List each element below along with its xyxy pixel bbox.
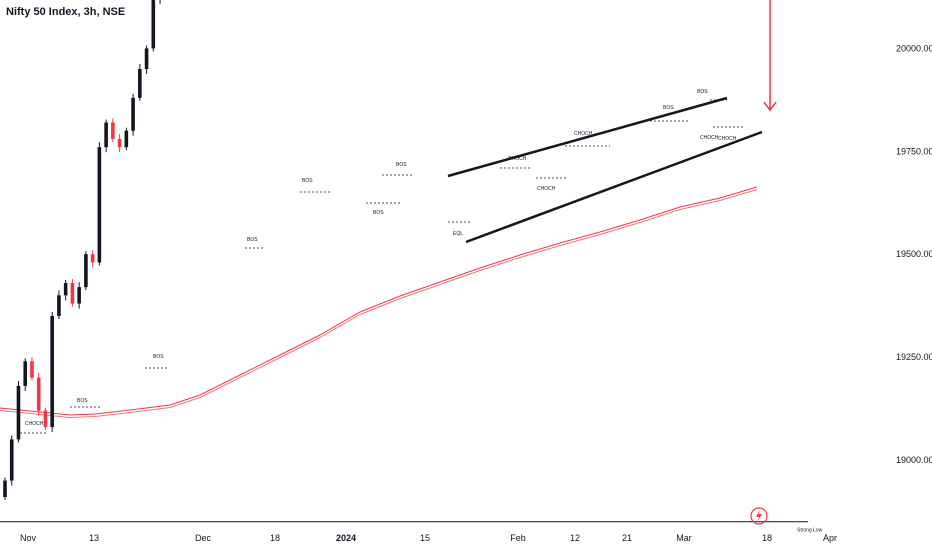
annotation-label: BOS xyxy=(302,178,313,184)
y-axis: 19000.00 19250.00 19500.00 19750.00 20000.00 xyxy=(896,43,932,465)
candle-body xyxy=(43,410,48,428)
x-tick-label: 12 xyxy=(570,533,580,543)
annotation-label: CHOCH xyxy=(508,156,527,162)
candle-body xyxy=(3,480,7,498)
x-tick-label: 15 xyxy=(420,533,430,543)
arrows-layer xyxy=(763,0,777,112)
candle-body xyxy=(36,377,41,411)
candle-body xyxy=(104,122,108,148)
candle-body xyxy=(16,385,21,440)
x-tick-label: Nov xyxy=(20,533,37,543)
candle-body xyxy=(23,361,28,386)
candle-body xyxy=(57,295,61,316)
candles-layer xyxy=(3,0,161,501)
chart-title: Nifty 50 Index, 3h, NSE xyxy=(6,6,126,18)
candle-body xyxy=(90,254,95,263)
moving-average-line xyxy=(0,189,758,419)
candle-body xyxy=(124,130,129,148)
wedge-lower-line xyxy=(465,130,763,244)
y-tick-label: 19250.00 xyxy=(896,352,932,362)
candle-body xyxy=(117,138,122,148)
x-tick-label: 13 xyxy=(89,533,99,543)
annotation-label: CHOCH xyxy=(25,421,44,427)
annotation-label: BOS xyxy=(697,89,708,95)
lightning-icon xyxy=(750,507,768,525)
annotation-label: CHOCH xyxy=(537,186,556,192)
y-tick-label: 20000.00 xyxy=(896,43,932,53)
candle-body xyxy=(70,283,75,304)
y-tick-label: 19500.00 xyxy=(896,249,932,259)
down-arrow-head xyxy=(763,101,777,112)
annotation-label: CHOCH xyxy=(700,135,719,141)
x-axis: Nov 13 Dec 18 2024 15 Feb 12 21 Mar 18 Apr xyxy=(20,533,837,543)
y-tick-label: 19750.00 xyxy=(896,146,932,156)
horizontal-levels-layer: Weak HighStrong Low xyxy=(0,521,823,534)
x-tick-label: Feb xyxy=(510,533,526,543)
x-tick-label: Dec xyxy=(195,533,212,543)
annotation-label: BOS xyxy=(373,210,384,216)
annotation-label: BOS xyxy=(247,237,258,243)
strong-low-label: Strong Low xyxy=(797,528,823,534)
candle-body xyxy=(63,283,68,296)
annotation-label: CHOCH xyxy=(718,136,737,142)
annotation-label: EQL xyxy=(453,231,463,237)
annotation-label: BOS xyxy=(153,354,164,360)
candle-body xyxy=(30,361,34,378)
annotation-label: BOS xyxy=(396,162,407,168)
candle-body xyxy=(111,122,115,139)
candle-body xyxy=(77,287,81,304)
wedge-upper-line xyxy=(447,96,728,178)
candle-body xyxy=(131,97,135,131)
x-tick-label: 18 xyxy=(762,533,772,543)
x-tick-label: Mar xyxy=(676,533,692,543)
moving-average-layer xyxy=(0,186,758,419)
y-tick-label: 19000.00 xyxy=(896,455,932,465)
candle-body xyxy=(97,147,102,263)
candle-body xyxy=(151,0,156,49)
annotation-label: BOS xyxy=(663,105,674,111)
moving-average-line xyxy=(0,186,758,416)
candle-body xyxy=(138,68,142,98)
x-tick-label: 21 xyxy=(622,533,632,543)
annotation-label: CHOCH xyxy=(574,131,593,137)
annotations-layer: CHOCHBOSBOSBOSBOSBOSBOSEQLCHOCHCHOCHCHOC… xyxy=(20,89,745,434)
candle-body xyxy=(50,315,54,428)
candle-body xyxy=(84,254,88,288)
lightning-icon xyxy=(756,510,762,522)
annotation-label: BOS xyxy=(77,398,88,404)
pattern-lines-layer xyxy=(447,96,763,244)
x-tick-label: Apr xyxy=(823,533,837,543)
candle-body xyxy=(144,48,149,69)
icons-layer xyxy=(750,507,768,525)
candle-body xyxy=(9,439,14,481)
x-tick-label: 18 xyxy=(270,533,280,543)
x-tick-label: 2024 xyxy=(336,533,356,543)
